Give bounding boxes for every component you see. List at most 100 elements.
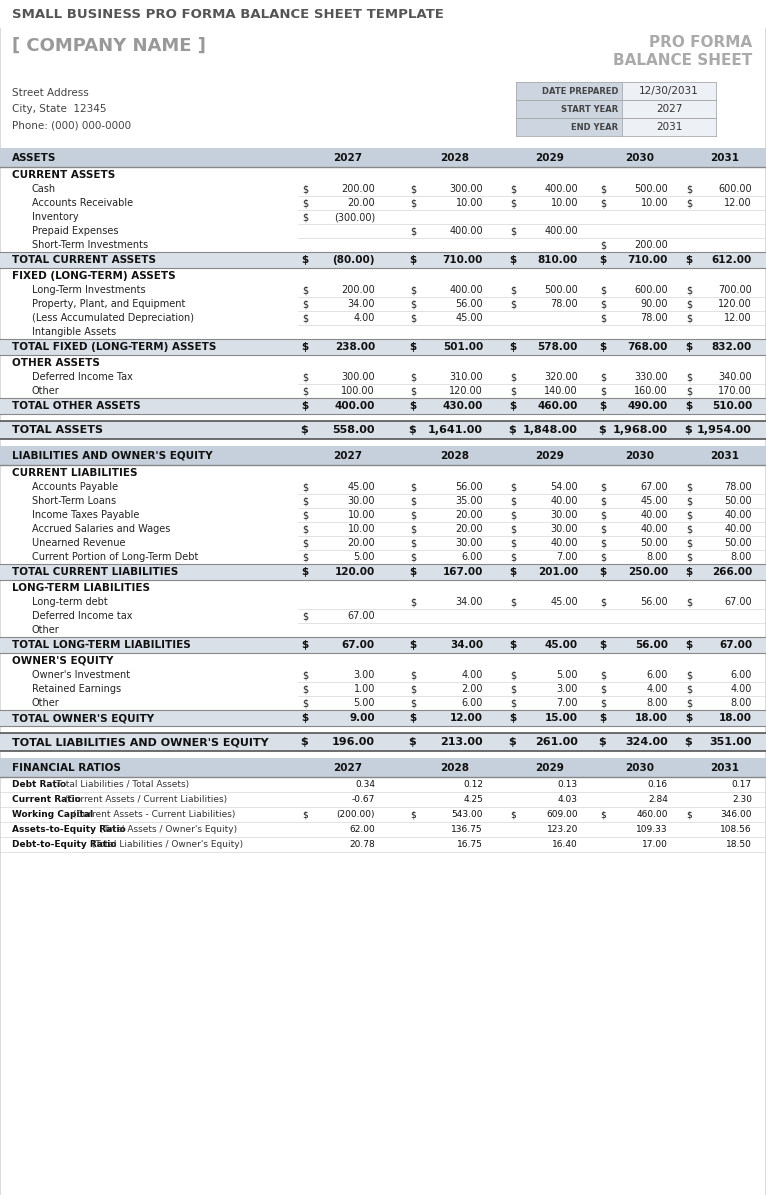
Text: $: $ — [302, 482, 308, 492]
Text: 201.00: 201.00 — [538, 566, 578, 577]
Text: 510.00: 510.00 — [712, 402, 752, 411]
Text: Short-Term Investments: Short-Term Investments — [32, 240, 148, 250]
Text: 6.00: 6.00 — [462, 698, 483, 707]
Text: (300.00): (300.00) — [334, 212, 375, 222]
Text: $: $ — [300, 737, 308, 747]
Text: $: $ — [686, 538, 692, 549]
Text: Prepaid Expenses: Prepaid Expenses — [32, 226, 119, 235]
Text: DATE PREPARED: DATE PREPARED — [542, 86, 618, 96]
Text: $: $ — [686, 496, 692, 505]
Text: 45.00: 45.00 — [347, 482, 375, 492]
Text: $: $ — [409, 713, 416, 723]
Text: Inventory: Inventory — [32, 212, 79, 222]
Text: (Total Assets / Owner's Equity): (Total Assets / Owner's Equity) — [97, 825, 237, 834]
Text: 1.00: 1.00 — [354, 684, 375, 694]
Text: 20.00: 20.00 — [347, 198, 375, 208]
Text: $: $ — [301, 342, 308, 353]
Text: $: $ — [510, 496, 516, 505]
Text: 34.00: 34.00 — [450, 641, 483, 650]
Text: 400.00: 400.00 — [335, 402, 375, 411]
Text: $: $ — [301, 641, 308, 650]
Text: [ COMPANY NAME ]: [ COMPANY NAME ] — [12, 37, 206, 55]
Text: 34.00: 34.00 — [348, 299, 375, 310]
Text: $: $ — [510, 684, 516, 694]
Text: $: $ — [302, 510, 308, 520]
Text: 7.00: 7.00 — [557, 552, 578, 562]
Text: Intangible Assets: Intangible Assets — [32, 327, 116, 337]
Text: $: $ — [509, 425, 516, 435]
Text: 3.00: 3.00 — [557, 684, 578, 694]
Text: $: $ — [600, 240, 606, 250]
Text: $: $ — [686, 552, 692, 562]
Text: $: $ — [302, 299, 308, 310]
Text: $: $ — [301, 713, 308, 723]
Text: 40.00: 40.00 — [640, 510, 668, 520]
Text: 90.00: 90.00 — [640, 299, 668, 310]
Text: 320.00: 320.00 — [545, 372, 578, 382]
Text: 56.00: 56.00 — [455, 482, 483, 492]
Text: TOTAL OWNER'S EQUITY: TOTAL OWNER'S EQUITY — [12, 713, 154, 723]
Text: 340.00: 340.00 — [719, 372, 752, 382]
Text: TOTAL ASSETS: TOTAL ASSETS — [12, 425, 103, 435]
Text: 430.00: 430.00 — [443, 402, 483, 411]
Text: 2028: 2028 — [440, 451, 470, 460]
Text: 50.00: 50.00 — [640, 538, 668, 549]
Text: (Current Assets / Current Liabilities): (Current Assets / Current Liabilities) — [62, 795, 228, 804]
Text: 2029: 2029 — [535, 762, 565, 772]
Text: LONG-TERM LIABILITIES: LONG-TERM LIABILITIES — [12, 582, 150, 593]
Text: TOTAL CURRENT LIABILITIES: TOTAL CURRENT LIABILITIES — [12, 566, 178, 577]
Text: 460.00: 460.00 — [637, 810, 668, 819]
Text: FINANCIAL RATIOS: FINANCIAL RATIOS — [12, 762, 121, 772]
Text: 167.00: 167.00 — [443, 566, 483, 577]
Text: $: $ — [684, 425, 692, 435]
Text: 56.00: 56.00 — [455, 299, 483, 310]
Text: Debt Ratio: Debt Ratio — [12, 780, 66, 789]
Text: Retained Earnings: Retained Earnings — [32, 684, 121, 694]
Text: Long-term debt: Long-term debt — [32, 598, 108, 607]
Text: 67.00: 67.00 — [347, 611, 375, 621]
Text: $: $ — [510, 372, 516, 382]
Text: $: $ — [510, 386, 516, 396]
Text: 4.03: 4.03 — [558, 795, 578, 804]
Text: -0.67: -0.67 — [352, 795, 375, 804]
Text: 120.00: 120.00 — [449, 386, 483, 396]
Text: $: $ — [408, 737, 416, 747]
Text: 2028: 2028 — [440, 153, 470, 163]
Text: 1,848.00: 1,848.00 — [523, 425, 578, 435]
Text: 300.00: 300.00 — [450, 184, 483, 194]
Bar — [622, 118, 716, 136]
Text: 50.00: 50.00 — [725, 538, 752, 549]
Text: 2027: 2027 — [333, 451, 362, 460]
Text: 56.00: 56.00 — [640, 598, 668, 607]
Text: $: $ — [510, 523, 516, 534]
Text: TOTAL LIABILITIES AND OWNER'S EQUITY: TOTAL LIABILITIES AND OWNER'S EQUITY — [12, 737, 269, 747]
Text: $: $ — [600, 684, 606, 694]
Text: $: $ — [600, 299, 606, 310]
Text: 30.00: 30.00 — [348, 496, 375, 505]
Text: 108.56: 108.56 — [720, 825, 752, 834]
Text: $: $ — [600, 313, 606, 323]
Text: 4.00: 4.00 — [354, 313, 375, 323]
Text: $: $ — [510, 184, 516, 194]
Text: 346.00: 346.00 — [721, 810, 752, 819]
Text: $: $ — [302, 670, 308, 680]
Text: Phone: (000) 000-0000: Phone: (000) 000-0000 — [12, 120, 131, 130]
Text: $: $ — [410, 313, 416, 323]
Text: 2031: 2031 — [656, 122, 683, 131]
Text: $: $ — [408, 425, 416, 435]
Text: 160.00: 160.00 — [634, 386, 668, 396]
Text: Short-Term Loans: Short-Term Loans — [32, 496, 116, 505]
Text: 2030: 2030 — [626, 153, 654, 163]
Text: 1,954.00: 1,954.00 — [697, 425, 752, 435]
Text: 310.00: 310.00 — [450, 372, 483, 382]
Text: 4.25: 4.25 — [463, 795, 483, 804]
Text: $: $ — [686, 313, 692, 323]
Bar — [0, 564, 766, 580]
Text: $: $ — [509, 342, 516, 353]
Text: 196.00: 196.00 — [332, 737, 375, 747]
Text: 20.78: 20.78 — [349, 840, 375, 848]
Text: 10.00: 10.00 — [348, 523, 375, 534]
Text: (Total Liabilities / Owner's Equity): (Total Liabilities / Owner's Equity) — [89, 840, 243, 848]
Text: 250.00: 250.00 — [628, 566, 668, 577]
Text: 67.00: 67.00 — [342, 641, 375, 650]
